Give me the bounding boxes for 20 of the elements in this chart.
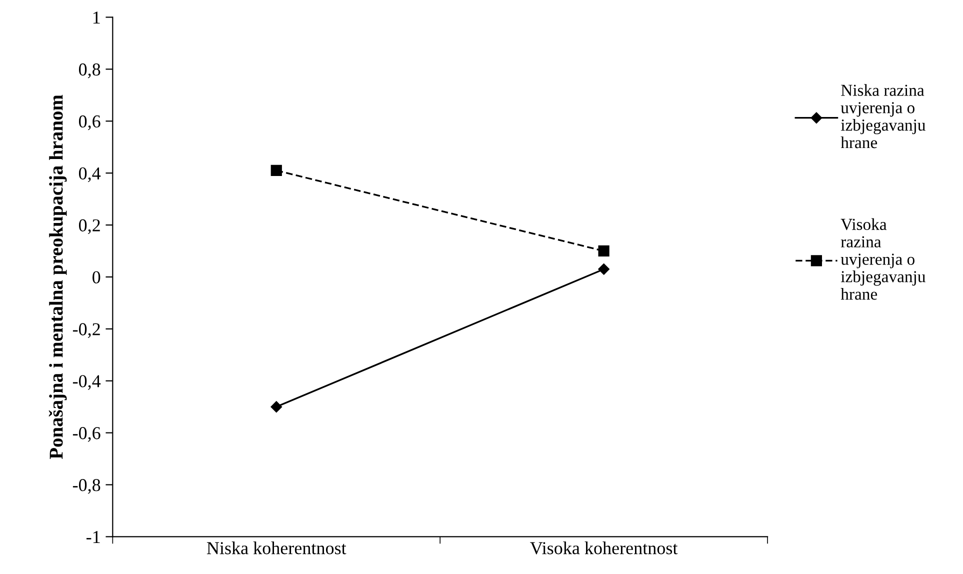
y-axis-title: Ponašajna i mentalna preokupacija hranom bbox=[48, 94, 67, 460]
y-tick-label: -0,6 bbox=[72, 427, 100, 442]
x-tick-label: Niska koherentnost bbox=[206, 542, 346, 554]
y-tick-label: 0 bbox=[92, 271, 100, 284]
point bbox=[598, 264, 610, 275]
y-tick-label: -0,2 bbox=[72, 323, 100, 338]
y-tick-label: 0,6 bbox=[78, 115, 100, 130]
x-tick-label: Visoka koherentnost bbox=[530, 542, 678, 554]
y-tick-label: 0,8 bbox=[78, 63, 100, 78]
point bbox=[598, 245, 610, 257]
y-tick-label: 0,2 bbox=[78, 219, 100, 234]
y-tick-label: 1 bbox=[93, 12, 100, 24]
y-tick-label: 0,4 bbox=[78, 167, 101, 182]
legend-label: Visoka razina uvjerenja o izbjegavanju hrane bbox=[840, 218, 926, 300]
point bbox=[270, 401, 282, 412]
point bbox=[270, 164, 282, 176]
legend-label: Niska razina uvjerenja o izbjegavanju hrane bbox=[840, 84, 926, 148]
y-tick-label: -0,8 bbox=[72, 479, 100, 494]
y-tick-label: -1 bbox=[86, 531, 100, 543]
y-tick-label: -0,4 bbox=[72, 375, 101, 390]
